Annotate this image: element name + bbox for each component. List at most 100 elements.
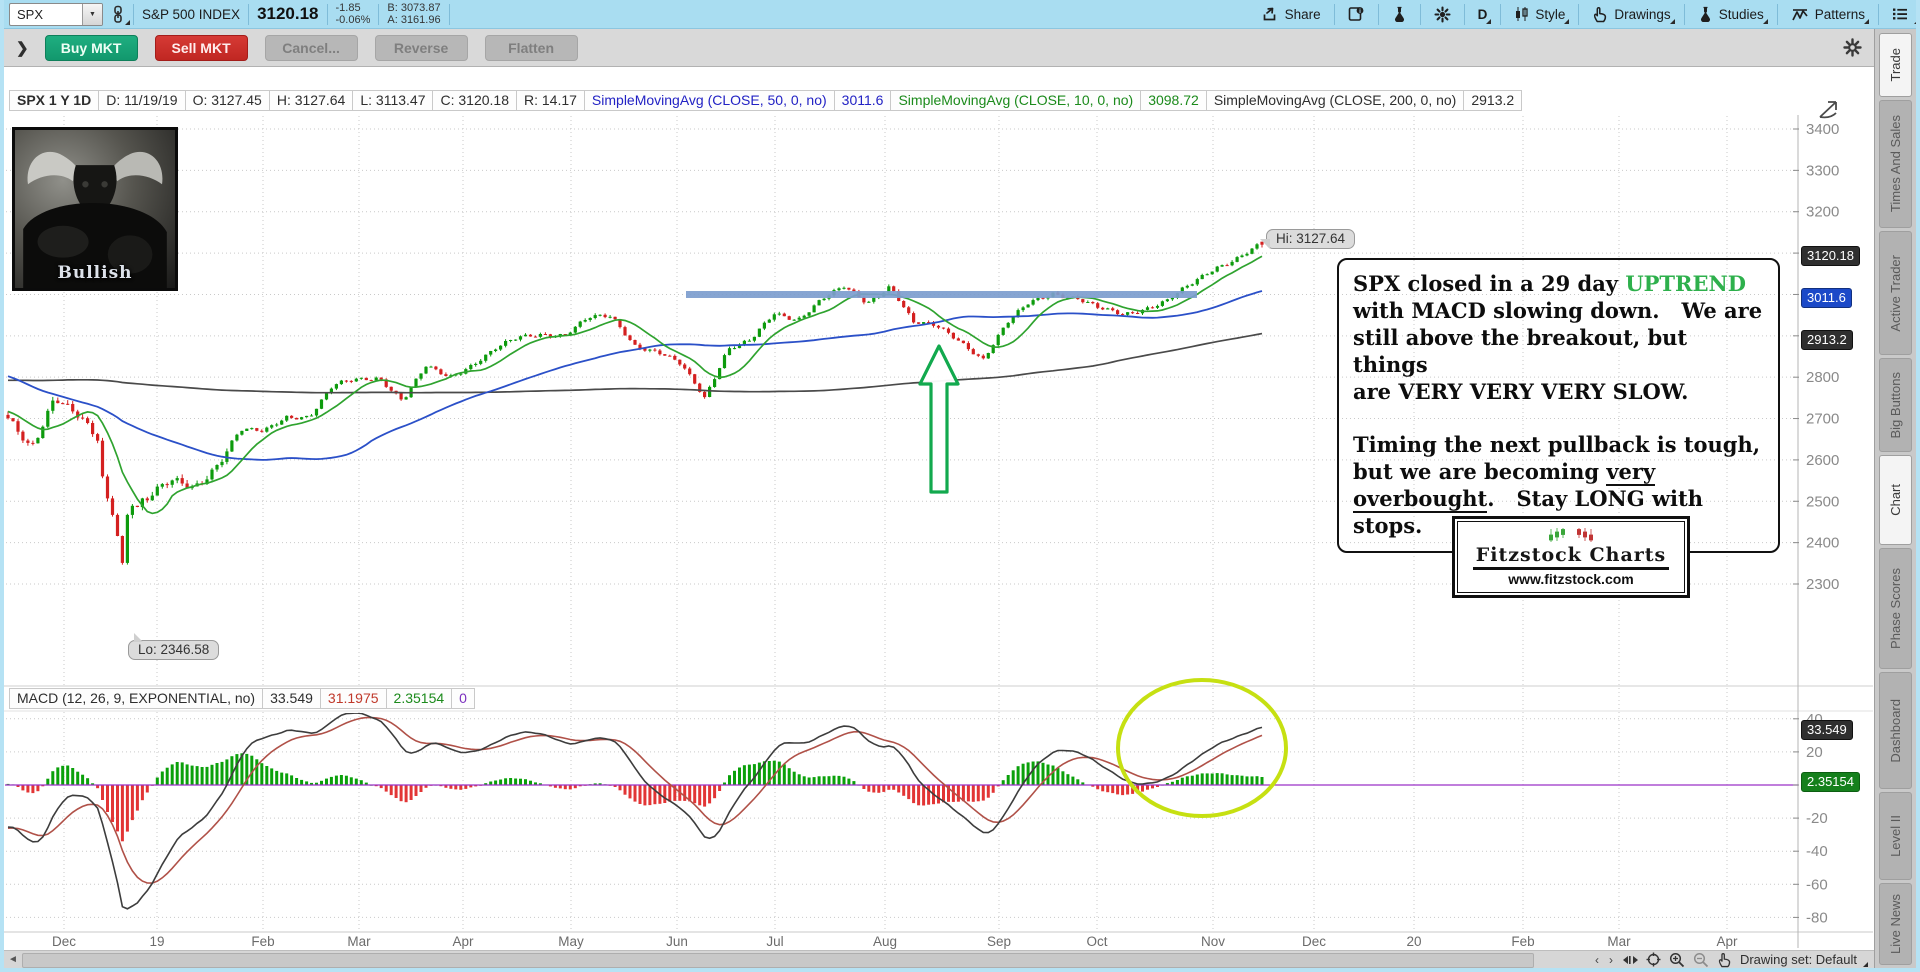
fit-width-icon[interactable] xyxy=(1622,954,1638,966)
svg-text:Nov: Nov xyxy=(1201,934,1225,949)
timeframe-button[interactable]: D xyxy=(1473,0,1493,28)
svg-text:May: May xyxy=(558,934,584,949)
hand-icon xyxy=(1592,6,1608,23)
change-percent: -0.06% xyxy=(335,14,371,26)
reverse-button[interactable]: Reverse xyxy=(374,34,468,61)
svg-text:Apr: Apr xyxy=(1716,934,1738,949)
last-price-badge: 3120.18 xyxy=(1801,246,1860,266)
macd-value-badge: 33.549 xyxy=(1801,720,1853,740)
drawing-set-selector[interactable]: Drawing set: Default xyxy=(1740,952,1869,967)
auto-scale-icon xyxy=(1819,101,1837,119)
analyze-button[interactable] xyxy=(1387,0,1412,28)
patterns-button[interactable]: Patterns xyxy=(1786,0,1870,28)
tab-live-news[interactable]: Live News xyxy=(1879,883,1912,965)
onDemand-button[interactable]: i xyxy=(1343,0,1370,28)
sma200-badge: 2913.2 xyxy=(1801,330,1853,350)
share-button[interactable]: Share xyxy=(1257,0,1326,28)
svg-text:Jun: Jun xyxy=(666,934,688,949)
symbol-input[interactable]: SPX ▼ xyxy=(9,2,103,26)
tab-dashboard[interactable]: Dashboard xyxy=(1879,672,1912,789)
pan-right-icon[interactable]: › xyxy=(1608,952,1615,967)
ohlc-high: H: 3127.64 xyxy=(268,90,354,111)
link-icon[interactable] xyxy=(111,5,130,25)
list-icon xyxy=(1892,7,1908,21)
symbol-value: SPX xyxy=(17,6,44,22)
tab-active-trader[interactable]: Active Trader xyxy=(1879,231,1912,355)
sma50-value: 3011.6 xyxy=(833,90,892,111)
macd-hist-value: 2.35154 xyxy=(385,688,453,709)
cancel-button[interactable]: Cancel... xyxy=(264,34,358,61)
chart-settings-button[interactable] xyxy=(1429,0,1456,28)
ohlc-date: D: 11/19/19 xyxy=(98,90,186,111)
tab-trade[interactable]: Trade xyxy=(1879,33,1912,97)
tab-level-ii[interactable]: Level II xyxy=(1879,792,1912,880)
collapse-chevron-icon[interactable]: ❯ xyxy=(16,39,29,57)
macd-label[interactable]: MACD (12, 26, 9, EXPONENTIAL, no) xyxy=(9,688,264,709)
flask-icon xyxy=(1698,6,1713,22)
settings-gear-icon[interactable] xyxy=(1843,38,1862,57)
horizontal-scrollbar[interactable] xyxy=(22,953,1534,968)
svg-text:Aug: Aug xyxy=(873,934,897,949)
svg-text:Oct: Oct xyxy=(1086,934,1107,949)
moving-averages xyxy=(7,255,1263,515)
scroll-left-icon[interactable]: ◄ xyxy=(8,954,18,965)
svg-text:19: 19 xyxy=(149,934,164,949)
bottom-scroll-strip: ◄ ‹ › Drawing set: Default xyxy=(4,950,1874,968)
svg-text:Mar: Mar xyxy=(347,934,371,949)
top-toolbar: SPX ▼ S&P 500 INDEX 3120.18 -1.85 -0.06%… xyxy=(0,0,1920,29)
style-button[interactable]: Style xyxy=(1509,0,1570,28)
tab-phase-scores[interactable]: Phase Scores xyxy=(1879,548,1912,669)
zoom-out-icon[interactable] xyxy=(1693,952,1709,968)
svg-text:Sep: Sep xyxy=(987,934,1011,949)
high-marker: Hi: 3127.64 xyxy=(1259,229,1356,249)
sma200-value: 2913.2 xyxy=(1463,90,1523,111)
last-price: 3120.18 xyxy=(257,4,319,23)
gridlines xyxy=(6,116,1798,930)
macd-zero-value: 0 xyxy=(451,688,475,709)
flatten-button[interactable]: Flatten xyxy=(484,34,578,61)
timeframe-value: D xyxy=(1477,6,1488,22)
macd-lines xyxy=(7,713,1263,910)
tab-big-buttons[interactable]: Big Buttons xyxy=(1879,358,1912,452)
sma10-label[interactable]: SimpleMovingAvg (CLOSE, 10, 0, no) xyxy=(890,90,1142,111)
bullish-image: Bullish xyxy=(12,127,178,291)
sell-market-button[interactable]: Sell MKT xyxy=(154,34,248,61)
share-icon xyxy=(1262,6,1279,22)
toolbar-right-group: Share i D xyxy=(1257,0,1920,28)
page-info-icon: i xyxy=(1348,6,1365,22)
tab-times-and-sales[interactable]: Times And Sales xyxy=(1879,100,1912,228)
pan-hand-icon[interactable] xyxy=(1717,952,1732,968)
price-change: -1.85 -0.06% xyxy=(336,2,371,26)
svg-text:2400: 2400 xyxy=(1806,535,1839,552)
fitzstock-logo: Fitzstock Charts www.fitzstock.com xyxy=(1452,516,1690,598)
sma50-label[interactable]: SimpleMovingAvg (CLOSE, 50, 0, no) xyxy=(583,90,835,111)
crosshair-icon[interactable] xyxy=(1646,952,1661,967)
svg-text:2700: 2700 xyxy=(1806,411,1839,428)
svg-text:20: 20 xyxy=(1806,744,1823,761)
svg-text:Feb: Feb xyxy=(1511,934,1534,949)
macd-histogram xyxy=(6,753,1264,842)
pattern-icon xyxy=(1791,7,1809,22)
zoom-in-icon[interactable] xyxy=(1669,952,1685,968)
tab-chart[interactable]: Chart xyxy=(1879,455,1912,545)
bid-value: B: 3073.87 xyxy=(387,2,441,14)
ohlc-range: R: 14.17 xyxy=(515,90,585,111)
sma10-value: 3098.72 xyxy=(1140,90,1207,111)
bid-ask: B: 3073.87 A: 3161.96 xyxy=(387,2,440,26)
up-arrow-drawing xyxy=(918,344,960,494)
sma200-label[interactable]: SimpleMovingAvg (CLOSE, 200, 0, no) xyxy=(1205,90,1465,111)
annotation-paragraph: SPX closed in a 29 day UPTREND with MACD … xyxy=(1353,271,1763,404)
svg-text:3200: 3200 xyxy=(1806,204,1839,221)
bull-graphic xyxy=(23,151,167,288)
flask-icon xyxy=(1392,6,1407,22)
toolbar-divider xyxy=(133,3,134,25)
symbol-dropdown-button[interactable]: ▼ xyxy=(82,3,102,25)
pan-left-icon[interactable]: ‹ xyxy=(1594,952,1601,967)
studies-button[interactable]: Studies xyxy=(1693,0,1769,28)
macd-header: MACD (12, 26, 9, EXPONENTIAL, no) 33.549… xyxy=(9,688,475,709)
drawings-button[interactable]: Drawings xyxy=(1587,0,1675,28)
buy-market-button[interactable]: Buy MKT xyxy=(44,34,138,61)
symbol-description: S&P 500 INDEX xyxy=(142,6,241,22)
toolbar-divider xyxy=(378,3,380,25)
